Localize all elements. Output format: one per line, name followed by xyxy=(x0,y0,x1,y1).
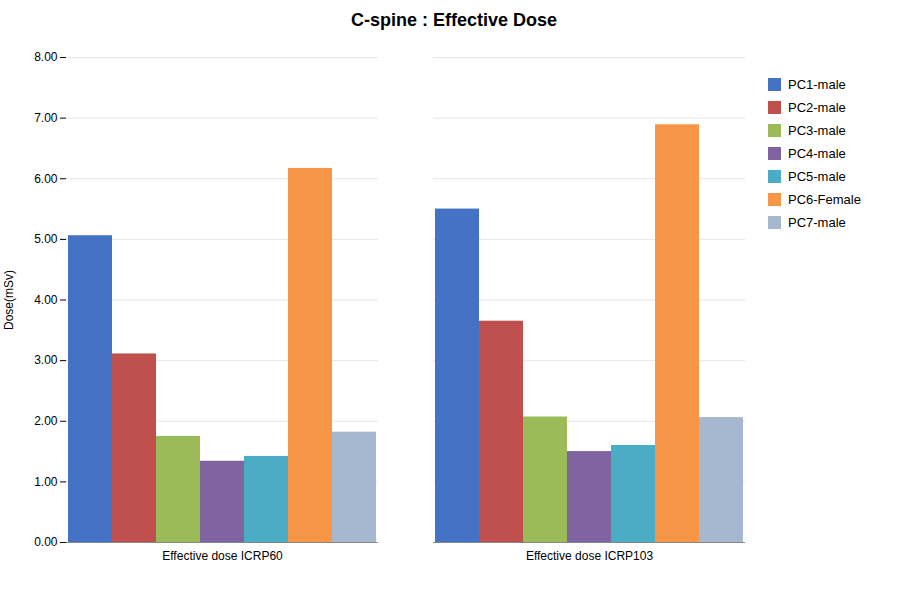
svg-text:Effective dose ICRP60: Effective dose ICRP60 xyxy=(162,549,283,563)
html-text:PC5-male: PC5-male xyxy=(788,169,846,184)
svg-text:8.00: 8.00 xyxy=(34,50,58,64)
html-text:PC2-male: PC2-male xyxy=(788,100,846,115)
html-text:PC1-male: PC1-male xyxy=(788,77,846,92)
html-text:PC4-male: PC4-male xyxy=(788,146,846,161)
svg-text:0.00: 0.00 xyxy=(34,535,58,549)
svg-text:6.00: 6.00 xyxy=(34,172,58,186)
svg-text:5.00: 5.00 xyxy=(34,232,58,246)
html-text:PC7-male: PC7-male xyxy=(788,215,846,230)
html-text:C-spine : Effective Dose: C-spine : Effective Dose xyxy=(351,10,557,30)
svg-text:2.00: 2.00 xyxy=(34,414,58,428)
svg-text:Dose(mSv): Dose(mSv) xyxy=(2,270,16,330)
svg-text:Effective dose ICRP103: Effective dose ICRP103 xyxy=(526,549,654,563)
svg-text:7.00: 7.00 xyxy=(34,111,58,125)
svg-text:3.00: 3.00 xyxy=(34,353,58,367)
html-text:PC6-Female: PC6-Female xyxy=(788,192,861,207)
html-text:PC3-male: PC3-male xyxy=(788,123,846,138)
svg-text:4.00: 4.00 xyxy=(34,293,58,307)
svg-text:1.00: 1.00 xyxy=(34,475,58,489)
